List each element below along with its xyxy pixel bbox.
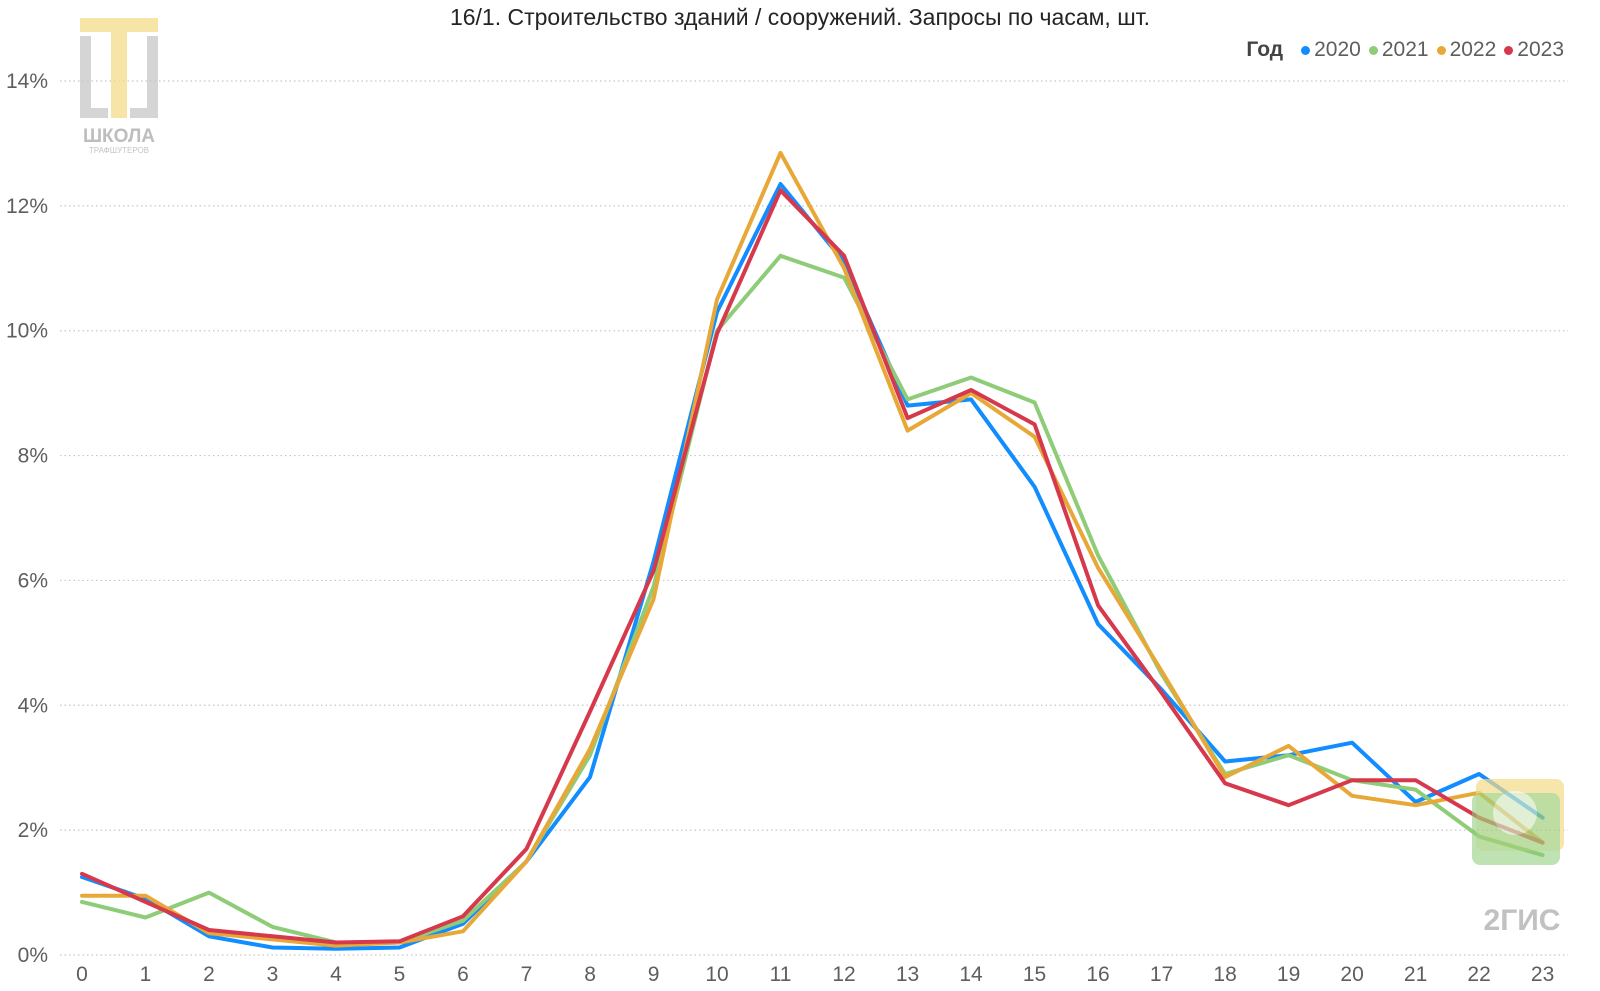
gis-logo-circle xyxy=(1493,791,1537,835)
school-logo: ШКОЛА ТРАФШУТЕРОВ xyxy=(80,18,158,155)
legend-dot-2022 xyxy=(1436,45,1446,55)
x-tick-label: 17 xyxy=(1150,963,1173,986)
legend-item-2021[interactable]: 2021 xyxy=(1368,38,1429,62)
y-tick-label: 14% xyxy=(6,70,48,93)
series-line-2022[interactable] xyxy=(80,150,1545,948)
y-tick-label: 4% xyxy=(18,694,48,717)
x-tick-label: 0 xyxy=(76,963,88,986)
gis-logo-front xyxy=(1472,793,1560,865)
series-lines xyxy=(80,150,1545,951)
x-tick-label: 14 xyxy=(959,963,983,986)
legend-label-2020: 2020 xyxy=(1314,38,1361,61)
gis-logo: 2ГИС xyxy=(1472,779,1564,937)
x-tick-label: 9 xyxy=(648,963,660,986)
x-axis: 0 1 2 3 4 5 6 7 8 9 10 11 12 13 14 15 16 17 18 19 20 21 22 23 xyxy=(76,963,1554,986)
legend-item-2020[interactable]: 2020 xyxy=(1301,38,1361,62)
legend-label-2021: 2021 xyxy=(1381,38,1429,61)
chart-title: 16/1. Строительство зданий / сооружений.… xyxy=(449,4,1151,30)
x-tick-label: 13 xyxy=(896,963,919,986)
x-tick-label: 21 xyxy=(1404,963,1427,986)
x-tick-label: 15 xyxy=(1023,963,1046,986)
y-axis: 0% 2% 4% 6% 8% 10% 12% 14% xyxy=(6,70,48,967)
x-tick-label: 2 xyxy=(203,963,215,986)
x-tick-label: 23 xyxy=(1531,963,1554,986)
legend-item-2023[interactable]: 2023 xyxy=(1504,38,1564,62)
legend-dot-2023 xyxy=(1504,45,1514,55)
x-tick-label: 12 xyxy=(832,963,855,986)
series-line-2021[interactable] xyxy=(80,253,1545,945)
legend-label-2023: 2023 xyxy=(1517,38,1564,61)
x-tick-label: 7 xyxy=(521,963,533,986)
x-tick-label: 8 xyxy=(584,963,596,986)
logo-school-word: ШКОЛА xyxy=(83,126,155,147)
legend-dot-2020 xyxy=(1301,45,1311,55)
x-tick-label: 4 xyxy=(330,963,342,986)
logo-bar-right xyxy=(147,36,158,118)
logo-bar-bl xyxy=(80,108,108,118)
x-tick-label: 1 xyxy=(140,963,152,986)
y-tick-label: 2% xyxy=(18,819,48,842)
legend-dot-2021 xyxy=(1368,45,1378,55)
y-tick-label: 10% xyxy=(6,320,48,343)
legend-title: Год xyxy=(1246,38,1284,61)
logo-bar-left xyxy=(80,36,91,118)
logo-school-sub: ТРАФШУТЕРОВ xyxy=(89,146,149,155)
x-tick-label: 3 xyxy=(267,963,279,986)
logo-bar-mid xyxy=(111,18,127,118)
x-tick-label: 16 xyxy=(1086,963,1109,986)
x-tick-label: 22 xyxy=(1467,963,1490,986)
x-tick-label: 6 xyxy=(457,963,469,986)
y-tick-label: 12% xyxy=(6,195,48,218)
x-tick-label: 18 xyxy=(1213,963,1236,986)
x-tick-label: 20 xyxy=(1340,963,1363,986)
x-tick-label: 19 xyxy=(1277,963,1300,986)
logo-bar-br xyxy=(130,108,158,118)
x-tick-label: 5 xyxy=(394,963,406,986)
series-line-2020[interactable] xyxy=(80,182,1545,951)
gridlines xyxy=(60,80,1568,956)
y-tick-label: 0% xyxy=(18,944,48,967)
gis-logo-word: 2ГИС xyxy=(1484,904,1561,937)
x-tick-label: 10 xyxy=(705,963,728,986)
x-tick-label: 11 xyxy=(770,963,792,986)
legend-item-2022[interactable]: 2022 xyxy=(1436,38,1497,62)
legend-label-2022: 2022 xyxy=(1449,38,1497,61)
y-tick-label: 6% xyxy=(18,569,48,592)
legend: Год 2020 2021 2022 2023 xyxy=(1246,38,1564,62)
y-tick-label: 8% xyxy=(18,445,48,468)
series-line-2023[interactable] xyxy=(80,188,1545,945)
